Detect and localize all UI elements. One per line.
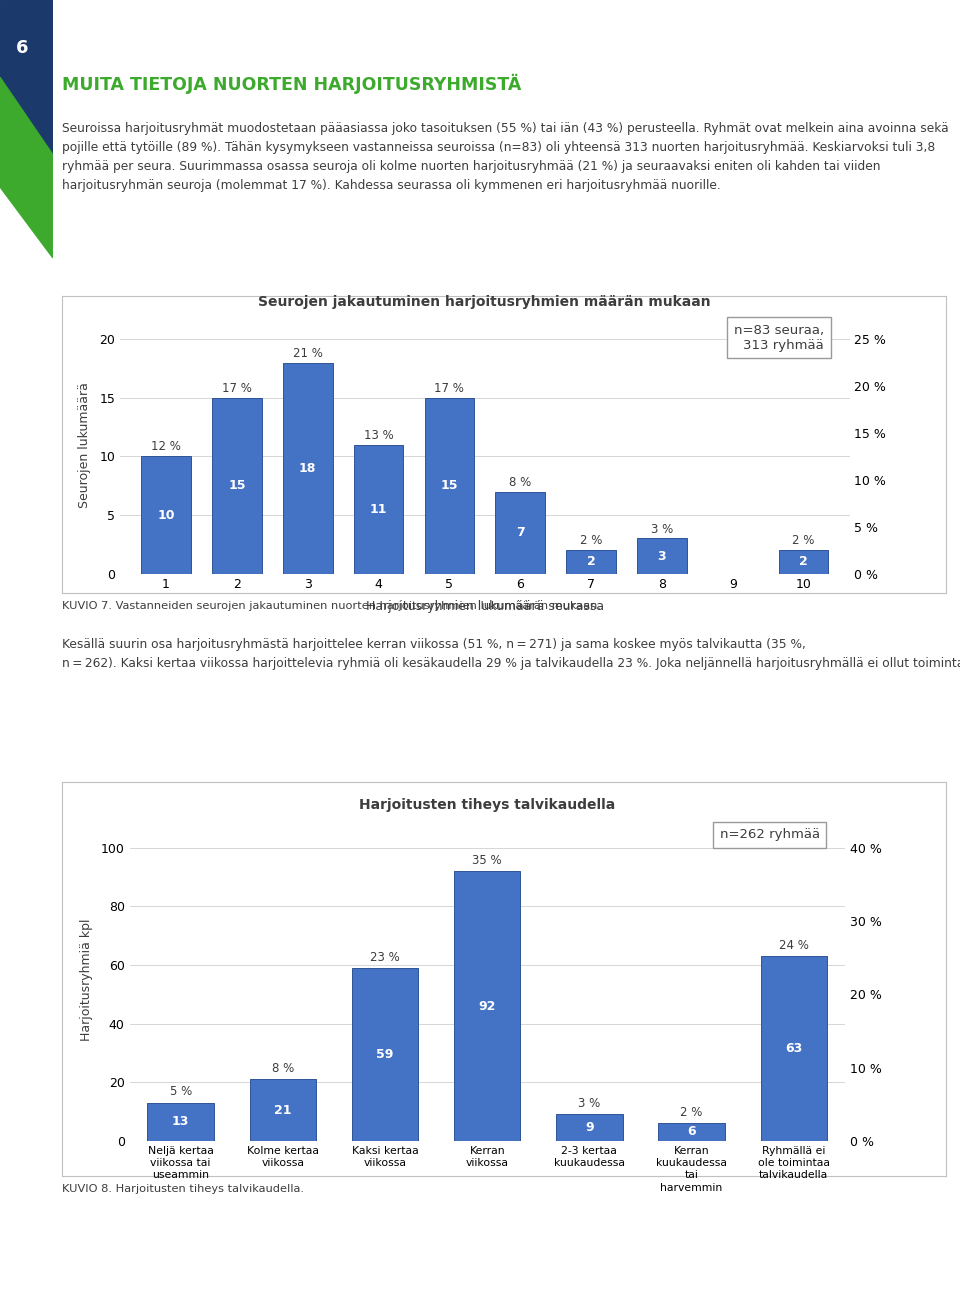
Text: 11: 11: [370, 503, 387, 516]
Bar: [495, 491, 545, 574]
Bar: [141, 456, 191, 574]
Text: 13: 13: [172, 1115, 189, 1128]
Text: 15: 15: [441, 480, 458, 492]
Text: 15: 15: [228, 480, 246, 492]
Text: 21: 21: [275, 1103, 292, 1116]
Bar: [454, 871, 520, 1141]
Bar: [556, 1115, 623, 1141]
Text: 8 %: 8 %: [509, 476, 531, 489]
Text: 9: 9: [585, 1121, 593, 1134]
Text: 2 %: 2 %: [792, 534, 815, 548]
Bar: [283, 362, 332, 574]
Bar: [212, 398, 262, 574]
Text: 5 %: 5 %: [170, 1085, 192, 1098]
Text: 18: 18: [299, 461, 317, 474]
Bar: [659, 1123, 725, 1141]
Text: 2 %: 2 %: [681, 1106, 703, 1119]
Polygon shape: [0, 77, 53, 258]
X-axis label: Harjoitusryhmien lukumäärä seurassa: Harjoitusryhmien lukumäärä seurassa: [366, 599, 604, 612]
Text: 21 %: 21 %: [293, 347, 323, 360]
Text: 2 %: 2 %: [580, 534, 602, 548]
Bar: [566, 550, 616, 574]
Text: 8 %: 8 %: [272, 1062, 294, 1075]
Text: KUVIO 7. Vastanneiden seurojen jakautuminen nuorten harjoitusryhmien lukumäärän : KUVIO 7. Vastanneiden seurojen jakautumi…: [62, 601, 601, 611]
Bar: [148, 1102, 214, 1141]
Text: 13 %: 13 %: [364, 429, 394, 442]
Text: 35 %: 35 %: [472, 853, 502, 867]
Y-axis label: Seurojen lukumäärä: Seurojen lukumäärä: [78, 382, 91, 508]
Text: MUITA TIETOJA NUORTEN HARJOITUSRYHMISTÄ: MUITA TIETOJA NUORTEN HARJOITUSRYHMISTÄ: [62, 73, 522, 94]
Text: 3 %: 3 %: [651, 522, 673, 535]
Text: 3 %: 3 %: [578, 1097, 601, 1110]
Text: Seuroissa harjoitusryhmät muodostetaan pääasiassa joko tasoituksen (55 %) tai iä: Seuroissa harjoitusryhmät muodostetaan p…: [62, 122, 949, 192]
Text: 92: 92: [478, 999, 496, 1012]
Text: KUVIO 8. Harjoitusten tiheys talvikaudella.: KUVIO 8. Harjoitusten tiheys talvikaudel…: [62, 1183, 304, 1194]
Text: n=83 seuraa,
313 ryhmää: n=83 seuraa, 313 ryhmää: [734, 324, 824, 352]
Text: 2: 2: [587, 556, 595, 568]
Text: Kesällä suurin osa harjoitusryhmästä harjoittelee kerran viikossa (51 %, n = 271: Kesällä suurin osa harjoitusryhmästä har…: [62, 638, 960, 670]
Y-axis label: Harjoitusryhmiä kpl: Harjoitusryhmiä kpl: [80, 918, 92, 1042]
Text: 17 %: 17 %: [435, 382, 465, 394]
Text: 3: 3: [658, 549, 666, 562]
Text: 2: 2: [799, 556, 808, 568]
Text: 63: 63: [785, 1042, 803, 1054]
Text: 12 %: 12 %: [151, 441, 181, 454]
Bar: [779, 550, 828, 574]
Text: 59: 59: [376, 1048, 394, 1061]
Title: Seurojen jakautuminen harjoitusryhmien määrän mukaan: Seurojen jakautuminen harjoitusryhmien m…: [258, 295, 711, 309]
Text: 17 %: 17 %: [222, 382, 252, 394]
Polygon shape: [0, 0, 53, 161]
Bar: [351, 968, 419, 1141]
Text: 10: 10: [157, 509, 175, 522]
Text: n=262 ryhmää: n=262 ryhmää: [720, 829, 820, 842]
Text: 24 %: 24 %: [779, 938, 808, 951]
Text: 23 %: 23 %: [371, 950, 400, 964]
Text: 6: 6: [16, 39, 29, 57]
Text: 6: 6: [687, 1125, 696, 1138]
Bar: [637, 539, 686, 574]
Bar: [250, 1079, 316, 1141]
Title: Harjoitusten tiheys talvikaudella: Harjoitusten tiheys talvikaudella: [359, 798, 615, 812]
Bar: [424, 398, 474, 574]
Bar: [353, 445, 403, 574]
Bar: [760, 956, 827, 1141]
Text: 7: 7: [516, 526, 524, 539]
